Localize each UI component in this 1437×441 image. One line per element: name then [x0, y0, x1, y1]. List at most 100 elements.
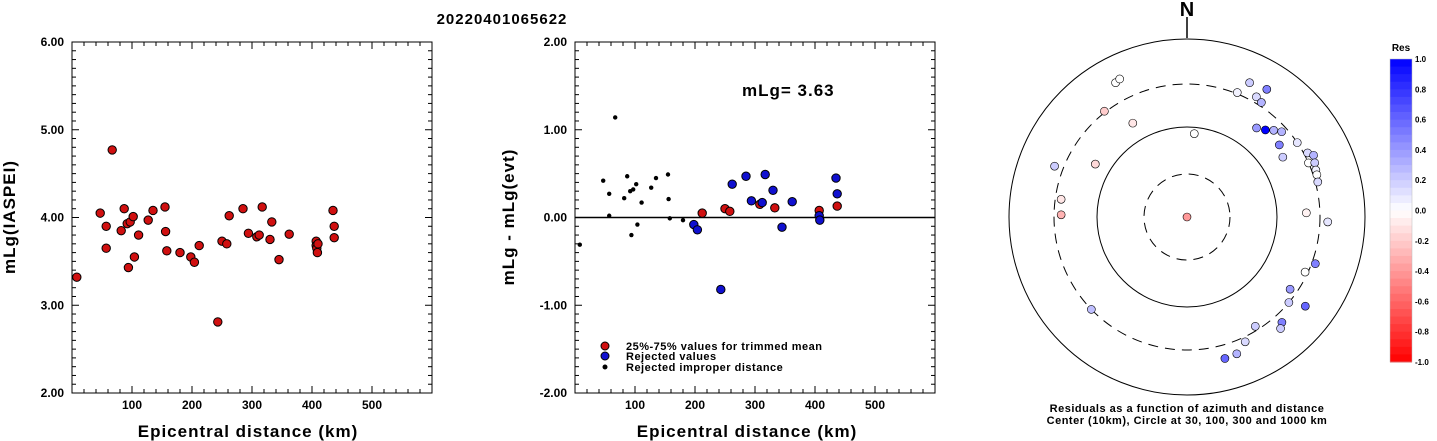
station-residual-point — [1269, 126, 1278, 135]
data-point-improper-distance — [577, 242, 582, 247]
data-point — [133, 230, 144, 240]
data-point-trimmed-mean — [725, 206, 735, 217]
colorbar-segment — [1390, 278, 1412, 287]
data-point-improper-distance — [629, 232, 634, 238]
data-point — [222, 239, 232, 249]
station-residual-point — [1323, 217, 1333, 227]
colorbar-segment — [1390, 165, 1412, 174]
station-residual-point — [1278, 152, 1288, 162]
polar-caption-line-1: Residuals as a function of azimuth and d… — [1050, 403, 1325, 415]
legend-marker-rejected-values — [600, 351, 610, 361]
data-point-rejected — [760, 169, 770, 180]
distance-ring — [1053, 83, 1321, 351]
legend-marker-improper-distance — [602, 364, 608, 370]
distance-ring — [1008, 38, 1366, 396]
colorbar-segment — [1390, 233, 1412, 242]
data-point-rejected — [777, 222, 787, 232]
data-point — [257, 202, 267, 212]
colorbar-segment — [1390, 172, 1412, 181]
residual-vs-distance-panel: Epicentral distance (km) mLg - mLg(evt) … — [499, 35, 936, 441]
y-tick-label: 1.00 — [544, 123, 568, 137]
colorbar-segment — [1390, 96, 1412, 105]
data-point-rejected — [832, 189, 842, 199]
colorbar-segment — [1390, 134, 1412, 143]
magnitude-vs-distance-panel: Epicentral distance (km) mLg(IASPEI) 100… — [0, 35, 433, 441]
data-point — [243, 228, 254, 238]
data-point-improper-distance — [607, 191, 612, 197]
legend: 25%-75% values for trimmed mean Rejected… — [600, 341, 822, 374]
station-residual-point — [1284, 298, 1294, 307]
data-point — [224, 211, 234, 221]
colorbar-frame — [1389, 58, 1413, 363]
y-tick-label: 2.00 — [544, 35, 568, 49]
colorbar-segment — [1390, 271, 1412, 280]
data-point — [143, 215, 153, 225]
colorbar-segment — [1390, 339, 1412, 348]
y-axis-label: mLg - mLg(evt) — [499, 149, 518, 286]
data-point — [116, 225, 126, 236]
y-tick-label: 5.00 — [41, 123, 65, 137]
colorbar-segment — [1390, 195, 1412, 204]
colorbar-segment — [1390, 157, 1412, 166]
data-point — [95, 208, 105, 218]
data-point — [162, 246, 172, 256]
colorbar-tick-label: 0.2 — [1415, 176, 1427, 185]
data-point-improper-distance — [649, 185, 654, 190]
colorbar-segment — [1390, 104, 1412, 113]
data-point-rejected — [746, 196, 757, 206]
data-point-rejected — [768, 185, 778, 195]
distance-ring — [1096, 126, 1278, 308]
data-point-rejected — [741, 171, 751, 181]
data-point — [312, 247, 323, 258]
x-tick-label: 400 — [302, 398, 322, 412]
data-point — [160, 202, 170, 212]
colorbar-segment — [1390, 354, 1412, 363]
station-residual-point — [1274, 140, 1284, 150]
station-residual-point — [1252, 92, 1261, 102]
data-point-improper-distance — [639, 200, 644, 205]
data-point — [194, 240, 204, 251]
x-axis-label: Epicentral distance (km) — [138, 422, 359, 441]
data-point — [284, 229, 294, 239]
colorbar-segment — [1390, 263, 1412, 272]
colorbar-segment — [1390, 142, 1412, 151]
colorbar-segment — [1390, 210, 1412, 219]
station-residual-point — [1091, 159, 1100, 169]
station-residual-point — [1276, 324, 1285, 333]
data-point-improper-distance — [607, 213, 612, 218]
data-point-improper-distance — [631, 187, 636, 192]
station-residual-point — [1302, 208, 1311, 218]
data-point-improper-distance — [635, 222, 640, 227]
station-residual-point — [1309, 150, 1318, 160]
data-point-improper-distance — [625, 174, 630, 179]
colorbar-segment — [1390, 127, 1412, 136]
station-residual-point — [1285, 284, 1295, 294]
colorbar-segment — [1390, 74, 1412, 83]
colorbar-tick-label: 0.6 — [1415, 116, 1427, 125]
colorbar-segment — [1390, 286, 1412, 295]
y-tick-label: 3.00 — [41, 298, 65, 312]
data-point-rejected — [692, 225, 703, 235]
colorbar-tick-label: 0.4 — [1415, 146, 1427, 155]
data-point — [129, 252, 140, 262]
x-tick-label: 300 — [242, 398, 262, 412]
colorbar-segment — [1390, 316, 1412, 325]
data-point — [254, 230, 264, 240]
data-point — [329, 221, 339, 231]
figure-title: 20220401065622 — [437, 11, 568, 28]
station-residual-point — [1252, 123, 1261, 133]
station-residual-point — [1100, 106, 1109, 116]
colorbar-segment — [1390, 324, 1412, 333]
station-residual-point — [1220, 354, 1230, 363]
data-point — [265, 234, 275, 245]
legend-label-rejected-values: Rejected values — [626, 351, 717, 363]
station-residual-point — [1128, 118, 1138, 128]
colorbar-segment — [1390, 59, 1412, 68]
colorbar-tick-label: -0.6 — [1415, 297, 1429, 306]
data-point — [189, 257, 200, 267]
data-point-trimmed-mean — [697, 208, 707, 218]
station-residual-point — [1232, 349, 1242, 359]
station-residual-point — [1313, 177, 1323, 187]
data-point-improper-distance — [665, 172, 671, 177]
